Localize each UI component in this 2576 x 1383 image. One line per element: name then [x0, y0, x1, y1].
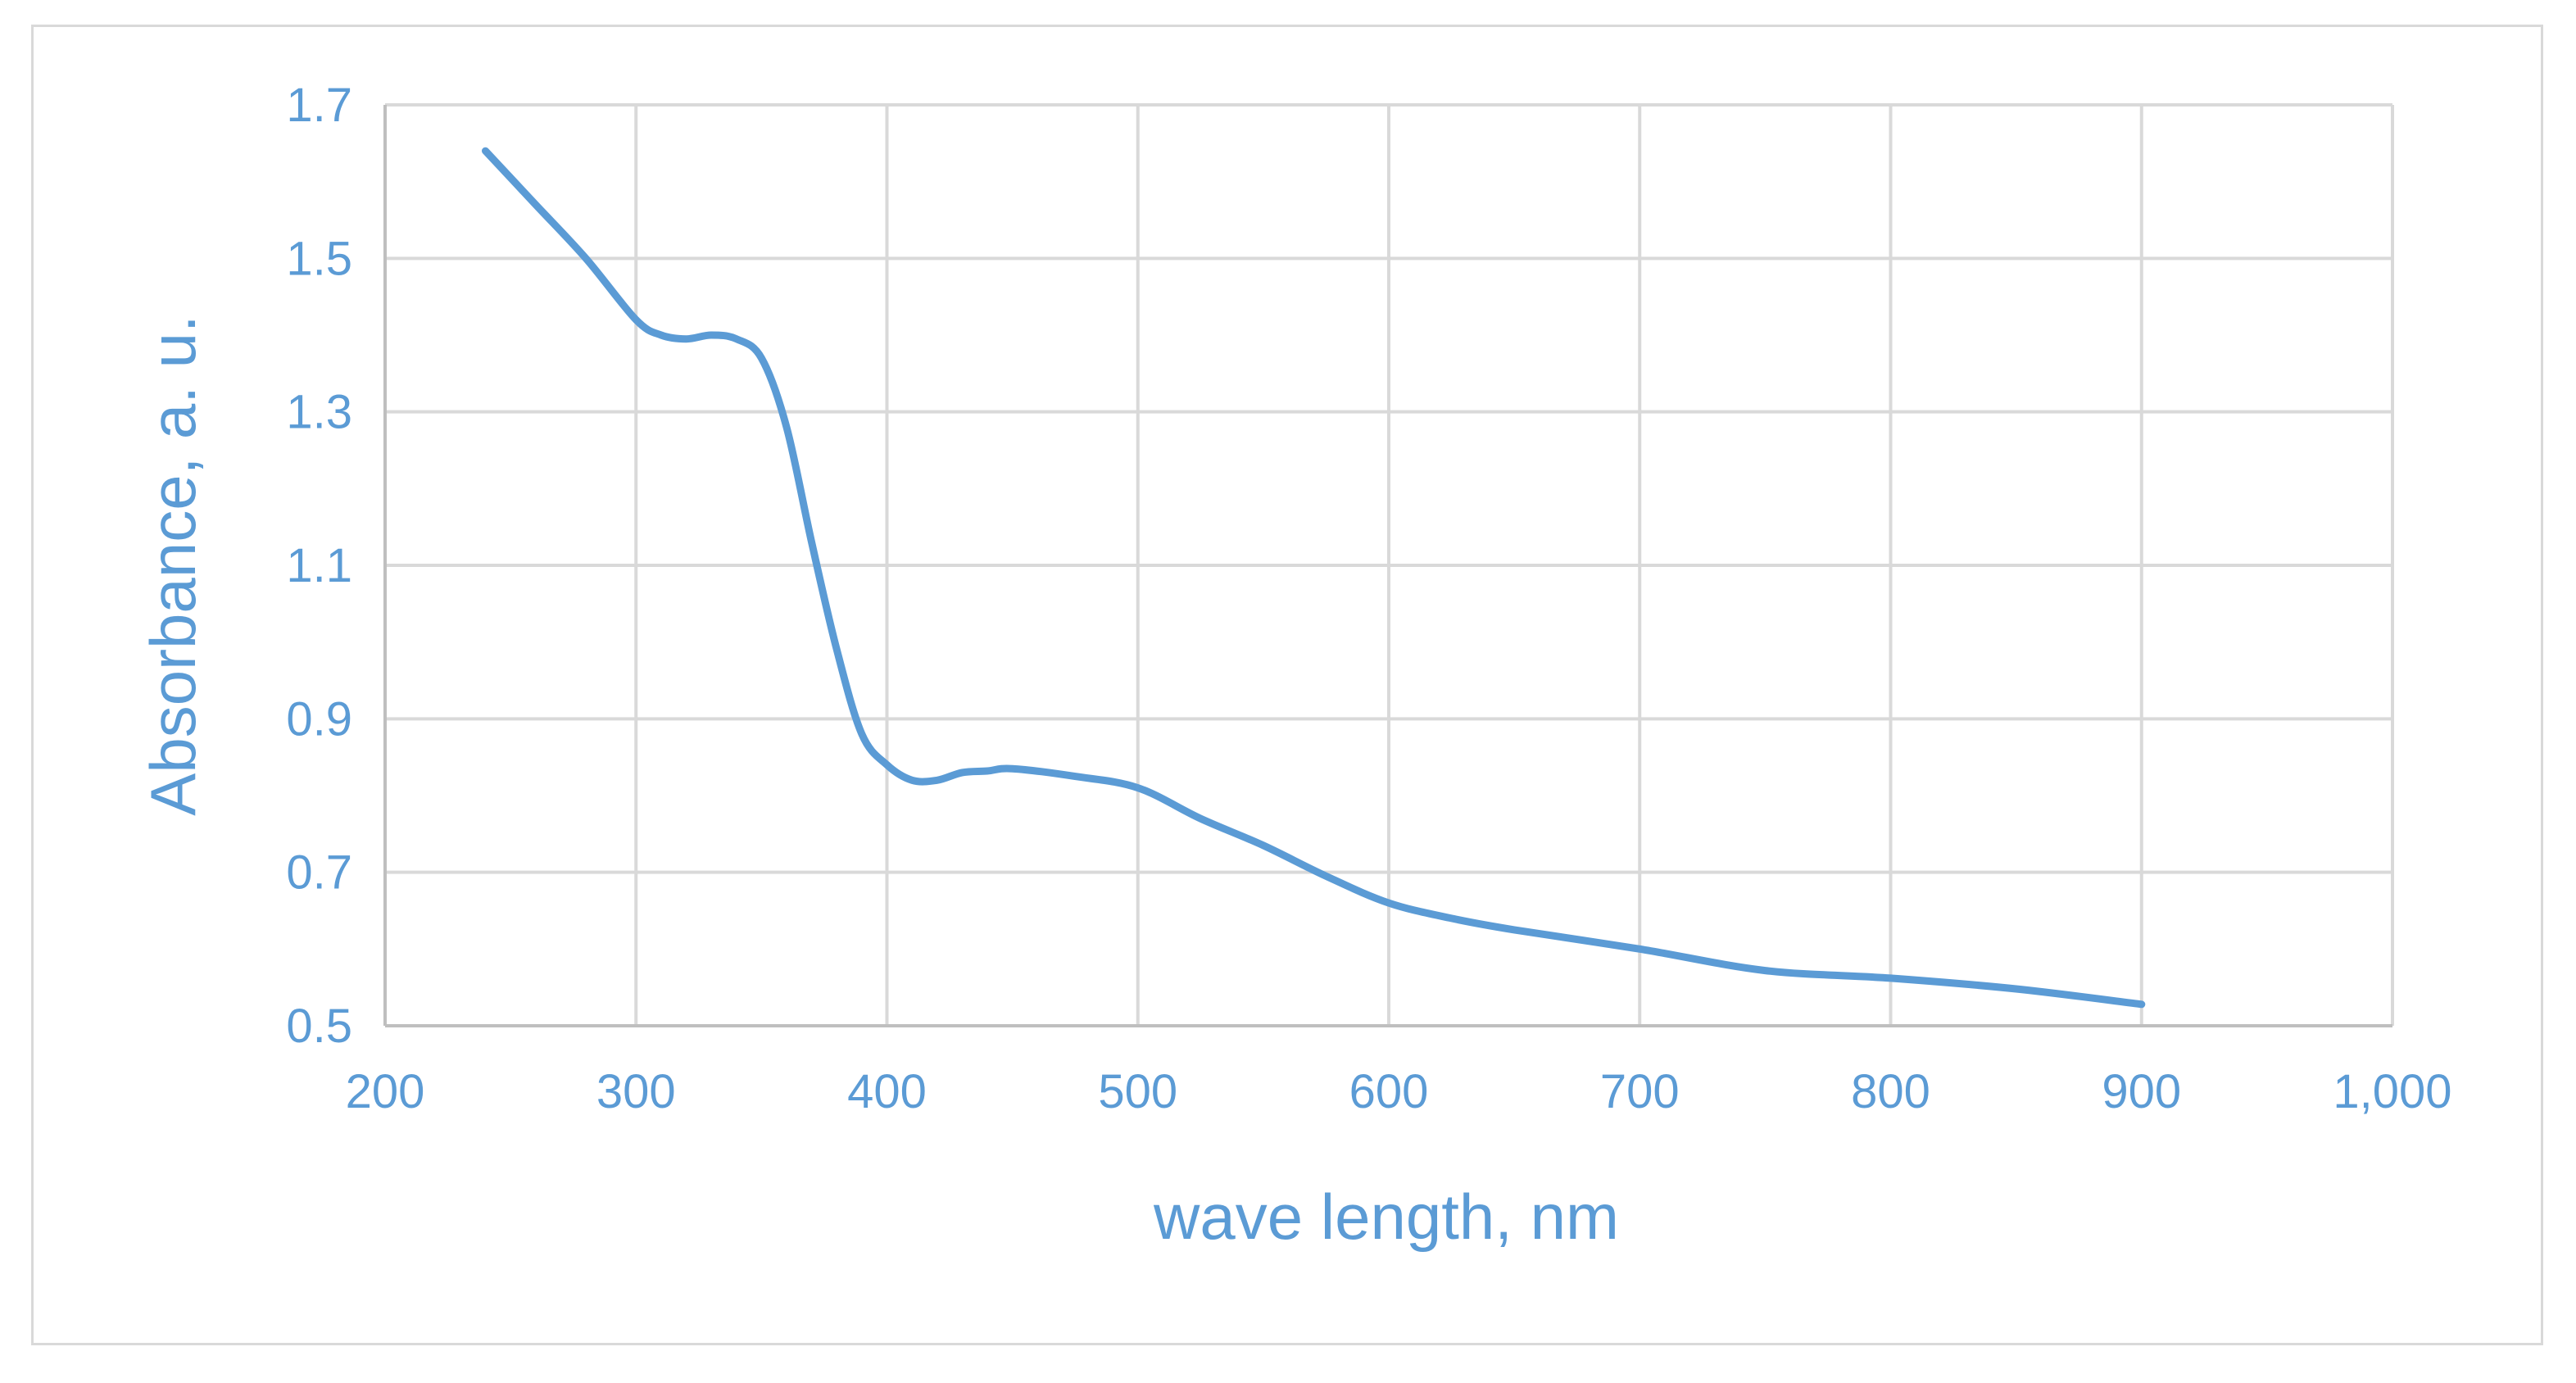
x-tick-label: 700: [1600, 1065, 1680, 1118]
tick-layer: 200 300 400 500 600 700 800 900 1,000 0.5 0.7 0.9 1.…: [286, 79, 2451, 1118]
y-axis-title: Absorbance, a. u.: [137, 315, 209, 815]
x-tick-label: 900: [2102, 1065, 2181, 1118]
x-tick-label: 600: [1349, 1065, 1429, 1118]
y-tick-label: 1.5: [286, 232, 352, 285]
x-tick-label: 1,000: [2333, 1065, 2451, 1118]
grid-layer: [385, 103, 2394, 1026]
series-layer: [482, 147, 2146, 1009]
y-tick-label: 0.7: [286, 846, 352, 900]
y-tick-label: 1.7: [286, 79, 352, 132]
chart-frame: [31, 25, 2543, 1345]
axis-layer: [383, 105, 2392, 1027]
x-tick-label: 300: [596, 1065, 676, 1118]
y-tick-label: 1.1: [286, 539, 352, 592]
x-tick-label: 400: [847, 1065, 927, 1118]
x-tick-label: 800: [1851, 1065, 1930, 1118]
x-axis-title: wave length, nm: [1153, 1181, 1619, 1253]
y-tick-label: 1.3: [286, 386, 352, 439]
x-tick-label: 200: [346, 1065, 425, 1118]
y-tick-label: 0.9: [286, 692, 352, 746]
x-tick-label: 500: [1098, 1065, 1177, 1118]
y-tick-label: 0.5: [286, 1000, 352, 1053]
series-line: [482, 147, 2146, 1009]
